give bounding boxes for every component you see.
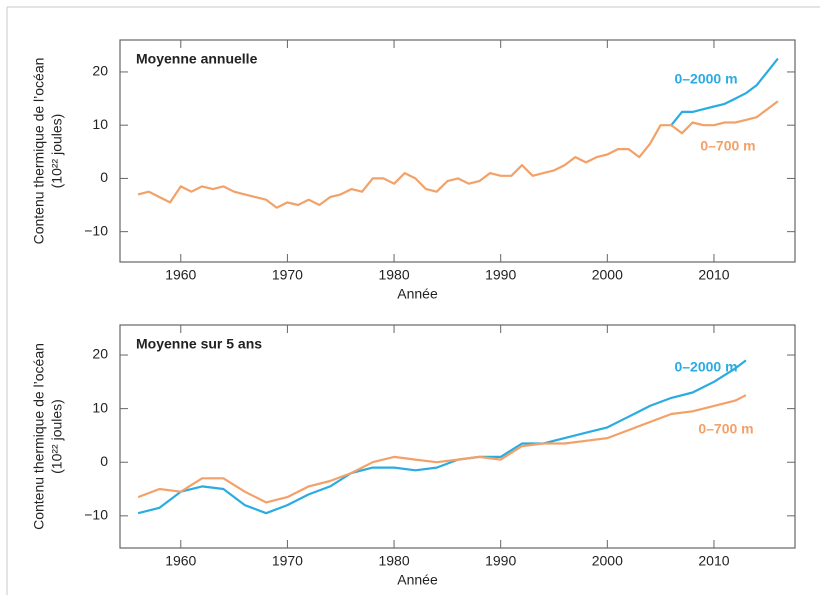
y-axis-label: Contenu thermique de l’océan <box>31 58 47 245</box>
series-label: 0–2000 m <box>674 359 737 375</box>
y-tick-label: 20 <box>92 346 108 362</box>
x-tick-label: 1960 <box>165 267 196 283</box>
series-label: 0–700 m <box>700 138 755 154</box>
data-line <box>137 100 779 209</box>
x-tick-label: 1970 <box>272 553 303 569</box>
y-tick-label: −10 <box>84 507 108 523</box>
y-tick-label: 20 <box>92 63 108 79</box>
y-tick-label: 0 <box>100 453 108 469</box>
y-tick-label: 10 <box>92 399 108 415</box>
y-axis-label: (10²² joules) <box>49 114 65 189</box>
panel-title: Moyenne sur 5 ans <box>136 336 262 352</box>
y-axis-label: Contenu thermique de l’océan <box>31 343 47 530</box>
data-line <box>670 57 779 126</box>
series-label: 0–2000 m <box>674 71 737 87</box>
y-axis-label: (10²² joules) <box>49 399 65 474</box>
data-line <box>137 359 747 515</box>
x-tick-label: 2000 <box>592 553 623 569</box>
plot-frame <box>119 324 796 549</box>
plot-frame <box>119 39 796 263</box>
series-label: 0–700 m <box>698 421 753 437</box>
x-axis-label: Année <box>397 286 438 302</box>
x-tick-label: 1960 <box>165 553 196 569</box>
y-tick-label: −10 <box>84 222 108 238</box>
y-tick-label: 0 <box>100 169 108 185</box>
x-tick-label: 1980 <box>378 267 409 283</box>
x-tick-label: 2010 <box>698 553 729 569</box>
x-tick-label: 2010 <box>698 267 729 283</box>
x-tick-label: 2000 <box>592 267 623 283</box>
x-tick-label: 1980 <box>378 553 409 569</box>
y-tick-label: 10 <box>92 116 108 132</box>
x-tick-label: 1990 <box>485 267 516 283</box>
data-line <box>137 394 747 504</box>
x-tick-label: 1990 <box>485 553 516 569</box>
x-axis-label: Année <box>397 572 438 588</box>
x-tick-label: 1970 <box>272 267 303 283</box>
panel-title: Moyenne annuelle <box>136 51 258 67</box>
